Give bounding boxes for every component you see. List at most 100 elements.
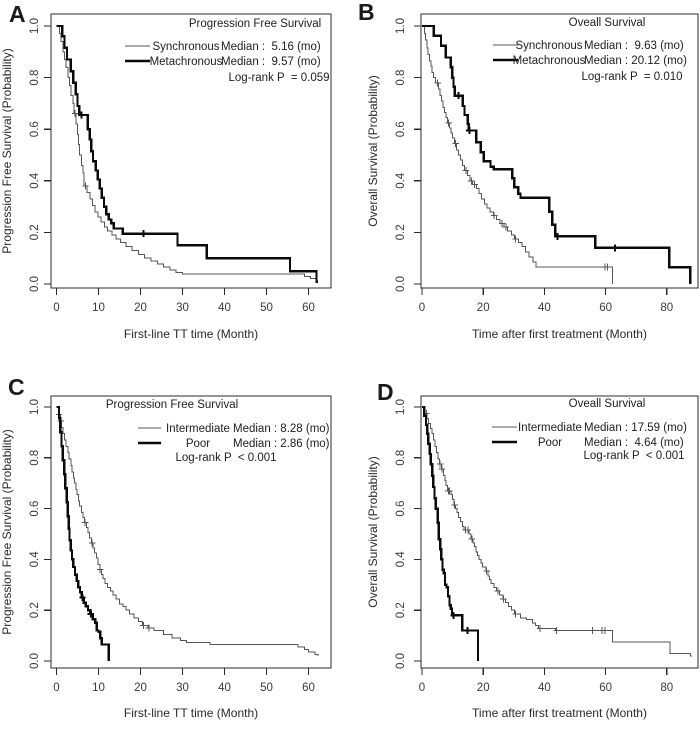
x-tick-label: 30 (176, 302, 189, 314)
x-tick-label: 0 (419, 682, 425, 694)
censor-mark (468, 535, 476, 543)
censor-mark (87, 610, 95, 618)
censor-mark (589, 627, 596, 635)
legend-median-label: Median : 4.64 (mo) (584, 437, 684, 449)
censor-mark (553, 627, 560, 635)
y-tick-label: 1.0 (29, 18, 41, 34)
legend-series-label: Intermediate (166, 423, 230, 435)
censor-mark (436, 460, 444, 468)
legend-title: Oveall Survival (569, 17, 646, 29)
panel-C: 0 10 20 30 40 50 60 0.0 0.2 0.4 0.6 0.8 1.0 First-lin… (0, 366, 350, 731)
censor-mark (464, 526, 472, 534)
x-tick-label: 50 (260, 682, 273, 694)
x-tick-label: 10 (92, 682, 105, 694)
legend-series-label: Poor (186, 438, 210, 450)
logrank-label: Log-rank P < 0.001 (583, 450, 684, 462)
censor-mark (512, 235, 519, 243)
censor-mark (438, 465, 446, 473)
x-tick-label: 0 (53, 302, 59, 314)
km-curve-intermediate (422, 406, 693, 657)
censor-mark (499, 219, 506, 227)
x-tick-label: 30 (176, 682, 189, 694)
y-axis-title: Progression Free Survival (Probability) (0, 429, 14, 634)
x-axis-title: First-line TT time (Month) (124, 706, 258, 720)
censor-mark (450, 611, 457, 619)
legend-median-label: Median : 2.86 (mo) (233, 438, 330, 450)
y-tick-label: 0.0 (395, 276, 407, 292)
plot-box (420, 395, 699, 669)
censor-mark (512, 610, 519, 618)
y-tick-label: 0.2 (29, 224, 41, 240)
legend-series-label: Metachronous (513, 55, 586, 67)
legend-median-label: Median : 8.28 (mo) (233, 423, 330, 435)
y-tick-label: 0.4 (395, 551, 407, 568)
logrank-label: Log-rank P = 0.059 (228, 72, 329, 84)
censor-mark (78, 111, 85, 119)
x-tick-label: 60 (302, 302, 315, 314)
y-axis-title: Overall Survival (Probability) (366, 456, 380, 607)
km-curve-synchronous (422, 25, 614, 284)
x-tick-label: 60 (599, 302, 612, 314)
x-axis-title: First-line TT time (Month) (124, 327, 258, 341)
legend-median-label: Median : 9.63 (mo) (584, 40, 684, 52)
censor-mark (464, 627, 471, 635)
panel-D: 0 20 40 60 80 0.0 0.2 0.4 0.6 0.8 1.0 Time after fi… (350, 366, 700, 731)
censor-mark (79, 594, 86, 601)
panel-B-chart: 0 20 40 60 80 0.0 0.2 0.4 0.6 0.8 1.0 Time after fi… (366, 13, 699, 341)
logrank-label: Log-rank P = 0.010 (581, 71, 682, 83)
x-tick-label: 40 (538, 682, 551, 694)
legend-median-label: Median : 20.12 (mo) (584, 55, 687, 67)
km-curve-poor (56, 405, 110, 661)
x-tick-label: 60 (302, 682, 315, 694)
panel-B: 0 20 40 60 80 0.0 0.2 0.4 0.6 0.8 1.0 Time after fi… (350, 0, 700, 366)
legend-series-label: Synchronous (515, 40, 582, 52)
panel-letter-D: D (377, 379, 394, 405)
km-curve-poor (422, 405, 480, 661)
censor-mark (471, 181, 478, 189)
censor-mark (452, 139, 459, 147)
x-tick-label: 20 (477, 682, 490, 694)
censor-mark (82, 182, 89, 190)
censor-mark (455, 92, 462, 100)
x-tick-label: 50 (260, 302, 273, 314)
y-tick-label: 0.2 (29, 602, 41, 618)
panel-letter-A: A (9, 1, 26, 27)
x-tick-label: 40 (218, 302, 231, 314)
legend-series-label: Poor (538, 437, 562, 449)
legend-title: Oveall Survival (569, 398, 646, 410)
plot-box (50, 395, 332, 669)
panel-C-chart: 0 10 20 30 40 50 60 0.0 0.2 0.4 0.6 0.8 1.0 First-lin… (0, 395, 332, 720)
y-tick-label: 0.2 (395, 602, 407, 618)
y-tick-label: 0.4 (29, 172, 41, 189)
y-tick-label: 0.2 (395, 224, 407, 240)
censor-mark (502, 223, 509, 231)
censor-mark (494, 587, 502, 595)
x-tick-label: 10 (92, 302, 105, 314)
censor-mark (468, 177, 475, 185)
censor-mark (500, 595, 507, 603)
km-curve-synchronous (56, 25, 317, 279)
x-axis-title: Time after first treatment (Month) (472, 327, 647, 341)
x-tick-label: 0 (419, 302, 425, 314)
x-tick-label: 80 (660, 302, 673, 314)
censor-mark (145, 624, 153, 632)
legend-title: Progression Free Survival (106, 399, 238, 411)
y-axis-title: Progression Free Survival (Probability) (0, 48, 14, 253)
censor-mark (491, 212, 498, 220)
censor-mark (434, 79, 441, 87)
y-tick-label: 1.0 (395, 18, 407, 34)
x-tick-label: 60 (599, 682, 612, 694)
y-tick-label: 0.4 (29, 551, 41, 568)
y-tick-label: 0.6 (29, 501, 41, 517)
censor-mark (451, 501, 458, 509)
censor-mark (604, 263, 611, 271)
censor-mark (445, 119, 452, 127)
x-axis-title: Time after first treatment (Month) (472, 706, 647, 720)
panel-A: 0 10 20 30 40 50 60 0.0 0.2 0.4 0.6 0.8 1.0 First-lin… (0, 0, 350, 366)
x-tick-label: 80 (660, 682, 673, 694)
censor-mark (140, 230, 147, 238)
km-curve-metachronous (56, 24, 319, 284)
panel-D-chart: 0 20 40 60 80 0.0 0.2 0.4 0.6 0.8 1.0 Time after fi… (366, 395, 699, 720)
censor-mark (462, 166, 469, 174)
